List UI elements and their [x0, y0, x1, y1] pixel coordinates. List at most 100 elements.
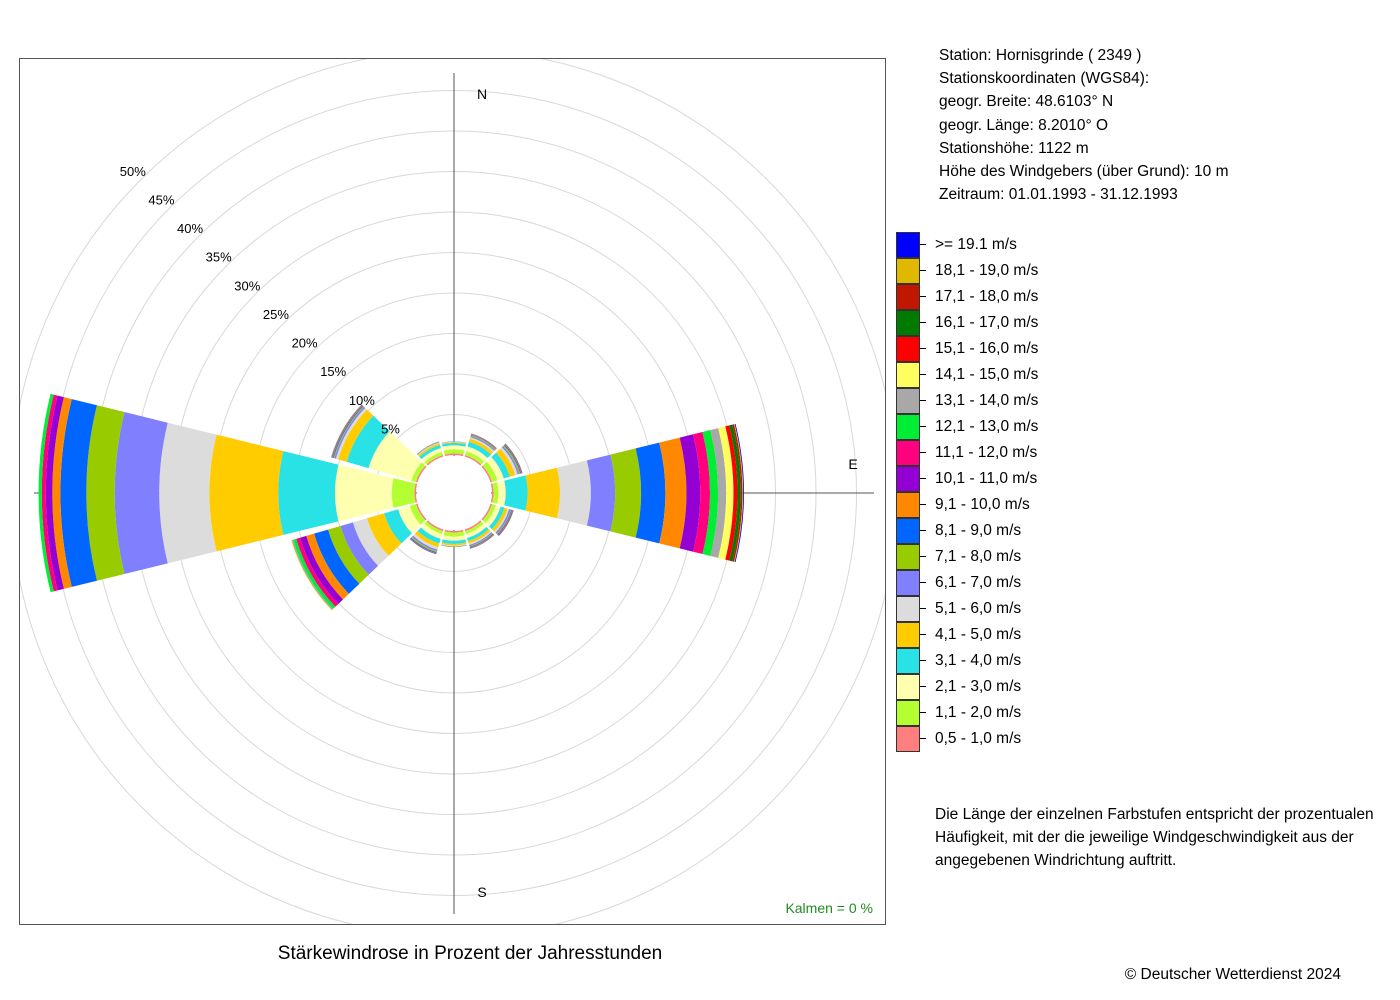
legend-swatch [896, 362, 920, 388]
rose-segment [38, 393, 54, 593]
rose-segment [314, 529, 360, 594]
legend-swatch [896, 700, 920, 726]
rose-segment [443, 531, 465, 537]
rose-segment [465, 451, 485, 465]
station-name: Station: Hornisgrinde ( 2349 ) [939, 47, 1142, 64]
rose-segment [209, 434, 284, 552]
rose-segment [490, 483, 494, 503]
legend-label: 15,1 - 16,0 m/s [935, 340, 1039, 357]
rose-segment [481, 503, 493, 521]
rose-segment [338, 409, 374, 462]
legend-swatch [896, 622, 920, 648]
rose-segment [489, 506, 505, 530]
ring-label: 5% [381, 421, 400, 436]
legend-swatch [896, 492, 920, 518]
legend-tick [920, 452, 926, 453]
legend-tick [920, 738, 926, 739]
rose-segment [296, 537, 339, 607]
rose-segment [415, 503, 427, 521]
rose-segment [467, 441, 491, 458]
rose-segment [418, 443, 441, 457]
rose-segment [496, 448, 516, 477]
rose-segment [411, 462, 426, 482]
ring-label: 15% [320, 364, 346, 379]
rose-segment [443, 449, 465, 455]
rose-segment [441, 544, 467, 547]
legend-label: 10,1 - 11,0 m/s [935, 470, 1038, 487]
wind-rose: 5% 10%15%20%25%30%35%40%45%50% N E S [20, 59, 885, 924]
legend-label: 9,1 - 10,0 m/s [935, 496, 1030, 513]
legend-label: 4,1 - 5,0 m/s [935, 626, 1022, 643]
chart-caption: Stärkewindrose in Prozent der Jahresstun… [277, 943, 663, 964]
legend-label: 11,1 - 12,0 m/s [935, 444, 1038, 461]
rose-segment [468, 530, 492, 546]
legend-label: >= 19.1 m/s [935, 236, 1017, 253]
rose-segment [300, 535, 343, 604]
legend-tick [920, 608, 926, 609]
legend-label: 0,5 - 1,0 m/s [935, 730, 1022, 747]
station-longitude: geogr. Länge: 8.2010° O [939, 116, 1109, 134]
legend-swatch [896, 414, 920, 440]
rose-segment [465, 523, 487, 539]
rose-segment [467, 526, 489, 542]
rose-segment [444, 529, 464, 533]
ring-label: 35% [206, 250, 232, 265]
rose-segment [293, 538, 336, 610]
legend-tick [920, 504, 926, 505]
rose-segment [635, 442, 666, 544]
rose-segment [335, 407, 367, 460]
rose-segment [441, 441, 467, 444]
time-period: Zeitraum: 01.01.1993 - 31.12.1993 [939, 186, 1178, 204]
center-disc [417, 456, 491, 530]
rose-segment [504, 475, 528, 511]
rose-segment [306, 533, 349, 600]
legend-swatch [896, 648, 920, 674]
rose-segment [45, 395, 64, 591]
rose-segment [734, 423, 744, 563]
legend-tick [920, 322, 926, 323]
rose-segment [159, 422, 217, 564]
rose-segment [328, 525, 369, 584]
legend-tick [920, 426, 926, 427]
legend-label: 3,1 - 4,0 m/s [935, 652, 1022, 669]
rose-segment [419, 444, 441, 460]
rose-segment [482, 461, 498, 482]
station-elevation: Stationshöhe: 1122 m [939, 139, 1089, 157]
rose-segment [340, 522, 379, 575]
rose-segment [414, 483, 418, 503]
rose-segment [442, 445, 466, 451]
rose-segment [586, 454, 616, 532]
rose-segment [710, 428, 727, 558]
legend-tick [920, 400, 926, 401]
rose-segment [468, 438, 494, 455]
legend-tick [920, 634, 926, 635]
ring-label: 20% [292, 336, 318, 351]
rose-segment [346, 415, 390, 469]
rose-segment [679, 434, 701, 552]
direction-label-e: E [848, 456, 857, 472]
rose-segment [497, 480, 506, 506]
rose-segment [415, 465, 427, 483]
rose-segment [503, 445, 521, 475]
rose-segment [441, 542, 467, 546]
rose-segment [426, 520, 444, 532]
legend-swatch [896, 284, 920, 310]
legend-label: 14,1 - 15,0 m/s [935, 366, 1039, 383]
anemometer-height: Höhe des Windgebers (über Grund): 10 m [939, 163, 1229, 181]
rose-segment [335, 464, 394, 522]
rose-segment [384, 509, 412, 544]
station-latitude: geogr. Breite: 48.6103° N [939, 93, 1114, 111]
legend-tick [920, 374, 926, 375]
legend-label: 17,1 - 18,0 m/s [935, 288, 1039, 305]
rose-segment [486, 457, 504, 481]
rose-segment [444, 453, 464, 457]
rose-segment [467, 529, 491, 544]
rose-segment [114, 412, 168, 574]
rose-segment [368, 431, 422, 481]
legend-tick [920, 686, 926, 687]
direction-label-s: S [477, 884, 486, 900]
rose-segment [492, 482, 499, 504]
rose-segment [420, 523, 443, 539]
rose-segment [421, 447, 443, 463]
calm-label: Kalmen = 0 % [785, 900, 873, 916]
